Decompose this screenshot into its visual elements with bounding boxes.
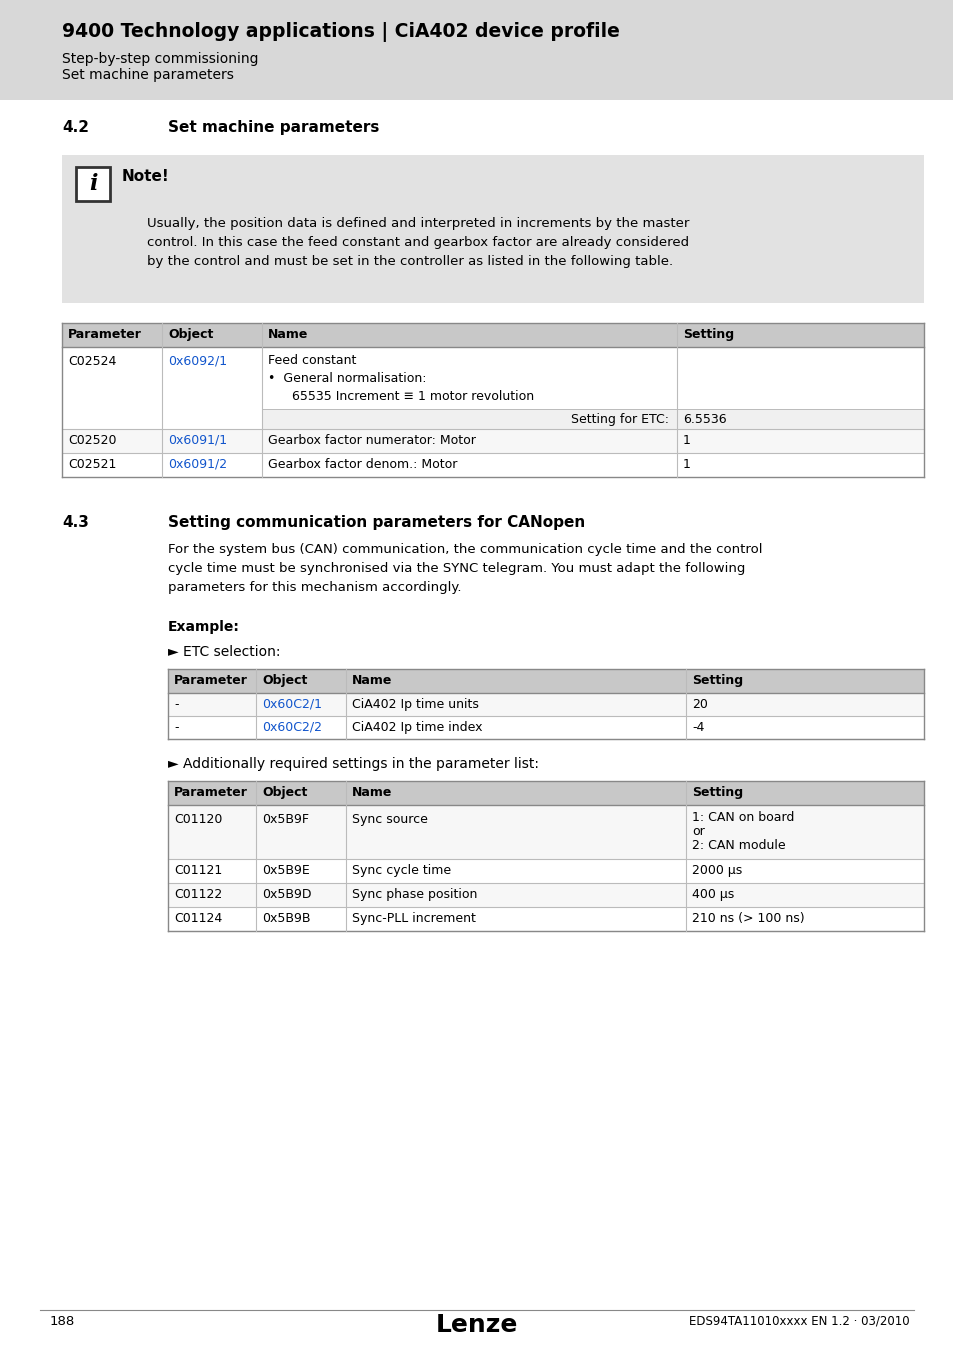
Text: 400 μs: 400 μs — [691, 888, 734, 900]
Bar — [168, 907, 923, 931]
Text: 0x60C2/1: 0x60C2/1 — [262, 698, 322, 711]
Bar — [0, 0, 953, 100]
Text: Set machine parameters: Set machine parameters — [168, 120, 379, 135]
Text: 0x5B9B: 0x5B9B — [262, 913, 310, 925]
Text: EDS94TA11010xxxx EN 1.2 · 03/2010: EDS94TA11010xxxx EN 1.2 · 03/2010 — [689, 1315, 909, 1328]
Text: Name: Name — [352, 674, 392, 687]
Text: 20: 20 — [691, 698, 707, 711]
Text: Lenze: Lenze — [436, 1314, 517, 1336]
Bar — [168, 883, 923, 907]
Text: Object: Object — [168, 328, 213, 342]
Bar — [62, 323, 923, 347]
Text: Parameter: Parameter — [173, 674, 248, 687]
Text: Setting communication parameters for CANopen: Setting communication parameters for CAN… — [168, 514, 584, 531]
Text: Setting for ETC:: Setting for ETC: — [571, 413, 668, 427]
Text: ► ETC selection:: ► ETC selection: — [168, 645, 280, 659]
Text: 0x5B9D: 0x5B9D — [262, 888, 312, 900]
Text: Parameter: Parameter — [68, 328, 142, 342]
Text: 0x6092/1: 0x6092/1 — [168, 355, 227, 369]
Text: 210 ns (> 100 ns): 210 ns (> 100 ns) — [691, 913, 803, 925]
Text: C01124: C01124 — [173, 913, 222, 925]
Bar — [62, 347, 923, 429]
Text: Gearbox factor numerator: Motor: Gearbox factor numerator: Motor — [268, 433, 476, 447]
Text: or: or — [691, 825, 704, 838]
Text: C02520: C02520 — [68, 433, 116, 447]
Bar — [76, 167, 110, 201]
Text: 6.5536: 6.5536 — [682, 413, 726, 427]
Text: Set machine parameters: Set machine parameters — [62, 68, 233, 82]
Bar — [62, 155, 923, 302]
Text: C02521: C02521 — [68, 458, 116, 471]
Text: Setting: Setting — [691, 786, 742, 799]
Text: For the system bus (CAN) communication, the communication cycle time and the con: For the system bus (CAN) communication, … — [168, 543, 761, 556]
Text: Parameter: Parameter — [173, 786, 248, 799]
Text: Object: Object — [262, 674, 307, 687]
Text: control. In this case the feed constant and gearbox factor are already considere: control. In this case the feed constant … — [147, 236, 688, 248]
Bar — [62, 429, 923, 454]
Text: parameters for this mechanism accordingly.: parameters for this mechanism accordingl… — [168, 580, 461, 594]
Text: -4: -4 — [691, 721, 703, 734]
Text: 9400 Technology applications | CiA402 device profile: 9400 Technology applications | CiA402 de… — [62, 22, 619, 42]
Text: C01120: C01120 — [173, 813, 222, 826]
Text: 4.3: 4.3 — [62, 514, 89, 531]
Text: 1: 1 — [682, 433, 690, 447]
Text: Name: Name — [268, 328, 308, 342]
Bar — [168, 693, 923, 716]
Text: Gearbox factor denom.: Motor: Gearbox factor denom.: Motor — [268, 458, 456, 471]
Text: Sync-PLL increment: Sync-PLL increment — [352, 913, 476, 925]
Text: CiA402 Ip time units: CiA402 Ip time units — [352, 698, 478, 711]
Text: Note!: Note! — [122, 169, 170, 184]
Text: Sync source: Sync source — [352, 813, 428, 826]
Text: -: - — [173, 698, 178, 711]
Text: by the control and must be set in the controller as listed in the following tabl: by the control and must be set in the co… — [147, 255, 673, 269]
Text: 1: CAN on board: 1: CAN on board — [691, 811, 794, 824]
Text: Setting: Setting — [691, 674, 742, 687]
Text: 0x60C2/2: 0x60C2/2 — [262, 721, 322, 734]
Text: 188: 188 — [50, 1315, 75, 1328]
Text: Usually, the position data is defined and interpreted in increments by the maste: Usually, the position data is defined an… — [147, 217, 689, 230]
Text: Name: Name — [352, 786, 392, 799]
Text: Sync cycle time: Sync cycle time — [352, 864, 451, 878]
Text: 0x5B9F: 0x5B9F — [262, 813, 309, 826]
Text: 0x6091/1: 0x6091/1 — [168, 433, 227, 447]
Bar — [76, 167, 110, 201]
Bar — [62, 454, 923, 477]
Text: Step-by-step commissioning: Step-by-step commissioning — [62, 53, 258, 66]
Text: Feed constant: Feed constant — [268, 354, 356, 367]
Bar — [262, 409, 923, 429]
Text: i: i — [89, 173, 97, 194]
Text: 4.2: 4.2 — [62, 120, 89, 135]
Text: 0x6091/2: 0x6091/2 — [168, 458, 227, 471]
Text: 65535 Increment ≡ 1 motor revolution: 65535 Increment ≡ 1 motor revolution — [268, 390, 534, 404]
Bar — [168, 670, 923, 693]
Bar — [168, 782, 923, 805]
Text: -: - — [173, 721, 178, 734]
Text: Example:: Example: — [168, 620, 239, 634]
Text: ► Additionally required settings in the parameter list:: ► Additionally required settings in the … — [168, 757, 538, 771]
Bar — [168, 716, 923, 738]
Text: C01122: C01122 — [173, 888, 222, 900]
Bar — [168, 805, 923, 859]
Text: 0x5B9E: 0x5B9E — [262, 864, 310, 878]
Text: •  General normalisation:: • General normalisation: — [268, 373, 426, 385]
Text: Object: Object — [262, 786, 307, 799]
Text: 2000 μs: 2000 μs — [691, 864, 741, 878]
Text: cycle time must be synchronised via the SYNC telegram. You must adapt the follow: cycle time must be synchronised via the … — [168, 562, 744, 575]
Text: Setting: Setting — [682, 328, 734, 342]
Text: C01121: C01121 — [173, 864, 222, 878]
Text: C02524: C02524 — [68, 355, 116, 369]
Text: 1: 1 — [682, 458, 690, 471]
Bar — [168, 859, 923, 883]
Text: 2: CAN module: 2: CAN module — [691, 838, 785, 852]
Text: Sync phase position: Sync phase position — [352, 888, 476, 900]
Text: CiA402 Ip time index: CiA402 Ip time index — [352, 721, 482, 734]
